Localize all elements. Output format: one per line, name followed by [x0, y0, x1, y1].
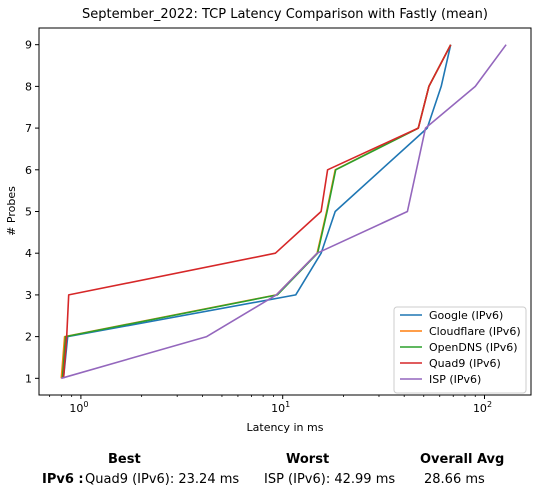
worst-header: Worst [286, 452, 330, 467]
chart-title: September_2022: TCP Latency Comparison w… [82, 7, 488, 22]
legend-label: OpenDNS (IPv6) [429, 341, 518, 354]
series-line-0 [62, 44, 452, 379]
y-axis: 1 2 3 4 5 6 7 8 9 [25, 39, 39, 385]
y-tick-label: 9 [25, 39, 32, 52]
ipv6-row-label: IPv6 : [42, 472, 84, 487]
y-axis-label: # Probes [5, 186, 18, 236]
y-tick-label: 1 [25, 372, 32, 385]
y-tick-label: 6 [25, 164, 32, 177]
y-tick-label: 5 [25, 206, 32, 219]
legend-label: Cloudflare (IPv6) [429, 325, 521, 338]
x-tick-label: 100 [69, 400, 88, 415]
legend: Google (IPv6) Cloudflare (IPv6) OpenDNS (I… [393, 306, 527, 394]
overall-avg-value: 28.66 ms [424, 472, 485, 487]
y-tick-label: 8 [25, 80, 32, 93]
legend-label: Google (IPv6) [429, 309, 503, 322]
overall-avg-header: Overall Avg [420, 452, 505, 467]
y-tick-label: 7 [25, 122, 32, 135]
x-axis: 100 101 102 [49, 395, 492, 415]
x-axis-label: Latency in ms [247, 421, 324, 434]
series-line-3 [62, 44, 452, 379]
y-tick-label: 2 [25, 331, 32, 344]
legend-label: Quad9 (IPv6) [429, 357, 501, 370]
series-line-4 [61, 44, 507, 380]
y-tick-label: 3 [25, 289, 32, 302]
best-value: Quad9 (IPv6): 23.24 ms [85, 472, 240, 487]
latency-chart: September_2022: TCP Latency Comparison w… [5, 7, 532, 434]
legend-label: ISP (IPv6) [429, 373, 481, 386]
x-tick-label: 101 [271, 400, 290, 415]
worst-value: ISP (IPv6): 42.99 ms [264, 472, 396, 487]
y-tick-label: 4 [25, 247, 32, 260]
x-tick-label: 102 [473, 400, 492, 415]
best-header: Best [108, 452, 141, 467]
series-lines [60, 44, 507, 380]
legend-frame [393, 306, 527, 394]
